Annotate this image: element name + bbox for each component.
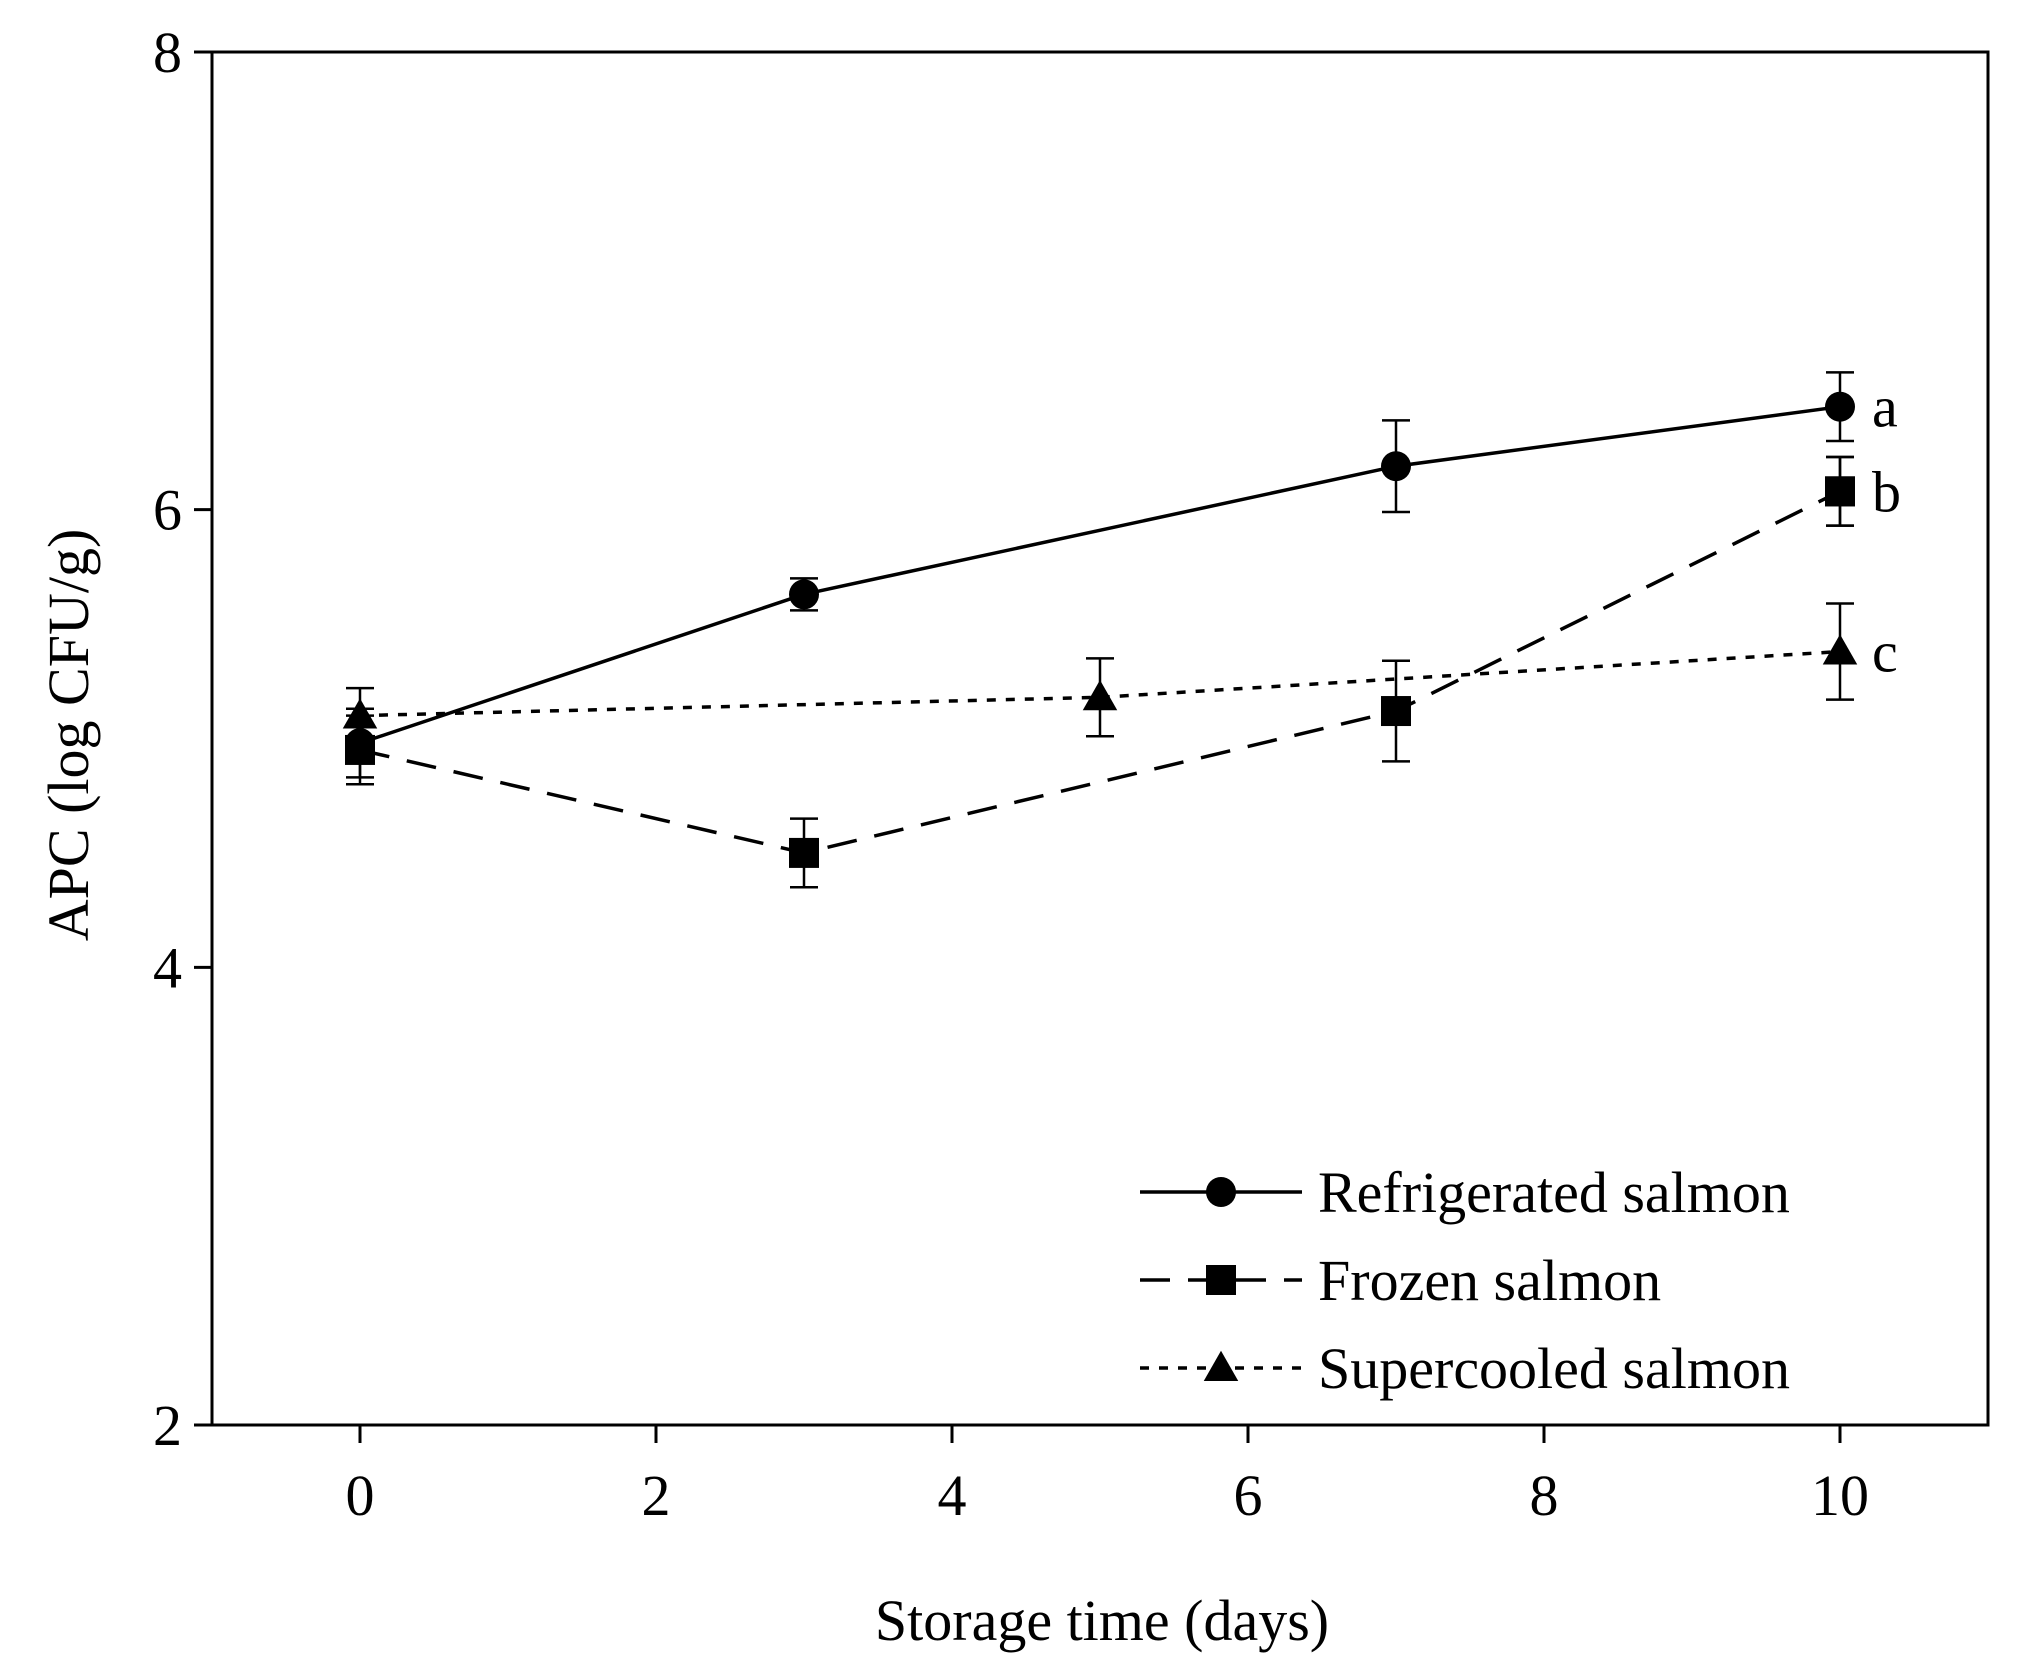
x-tick-label: 4	[938, 1463, 967, 1528]
legend-item: Refrigerated salmon	[1140, 1160, 1790, 1225]
data-point	[1825, 391, 1855, 422]
legend-marker	[1206, 1177, 1236, 1207]
data-point	[789, 579, 819, 610]
plot-frame	[210, 50, 1990, 1427]
data-point	[1381, 696, 1411, 727]
legend-item: Frozen salmon	[1140, 1248, 1661, 1313]
data-point	[1381, 451, 1411, 482]
y-tick-label: 2	[153, 1393, 182, 1458]
legend-marker	[1203, 1350, 1239, 1381]
series: ab c	[342, 371, 1901, 889]
data-point	[789, 837, 819, 868]
series-line	[359, 489, 1841, 855]
legend-item: Supercooled salmon	[1140, 1336, 1790, 1401]
series-refrigerated-salmon: a	[345, 371, 1898, 779]
x-tick-label: 0	[346, 1463, 375, 1528]
series-line	[359, 404, 1841, 745]
x-tick-label: 8	[1530, 1463, 1559, 1528]
data-point	[1825, 476, 1855, 507]
x-axis-label: Storage time (days)	[875, 1588, 1329, 1653]
series-supercooled-salmon: c	[342, 602, 1898, 745]
legend-marker	[1206, 1265, 1236, 1295]
y-axis-label: APC (log CFU/g)	[36, 529, 101, 942]
legend: Refrigerated salmon Frozen salmon Supercoo…	[1140, 1160, 1790, 1401]
y-tick-label: 6	[153, 478, 182, 543]
significance-label: a	[1872, 375, 1898, 440]
significance-label: c	[1872, 620, 1898, 685]
x-tick-label: 2	[642, 1463, 671, 1528]
y-tick-label: 4	[153, 935, 182, 1000]
series-frozen-salmon: b	[345, 455, 1901, 889]
x-tick-label: 10	[1811, 1463, 1869, 1528]
y-tick-label: 8	[153, 20, 182, 85]
legend-label: Frozen salmon	[1318, 1248, 1661, 1313]
legend-label: Refrigerated salmon	[1318, 1160, 1790, 1225]
data-point	[1082, 680, 1118, 711]
axes: 0 2 4 6 8 10 2 4 6 8	[153, 20, 1990, 1528]
significance-label: b	[1872, 459, 1901, 524]
x-tick-label: 6	[1234, 1463, 1263, 1528]
data-point	[342, 698, 378, 729]
data-point	[1822, 634, 1858, 665]
legend-label: Supercooled salmon	[1318, 1336, 1790, 1401]
